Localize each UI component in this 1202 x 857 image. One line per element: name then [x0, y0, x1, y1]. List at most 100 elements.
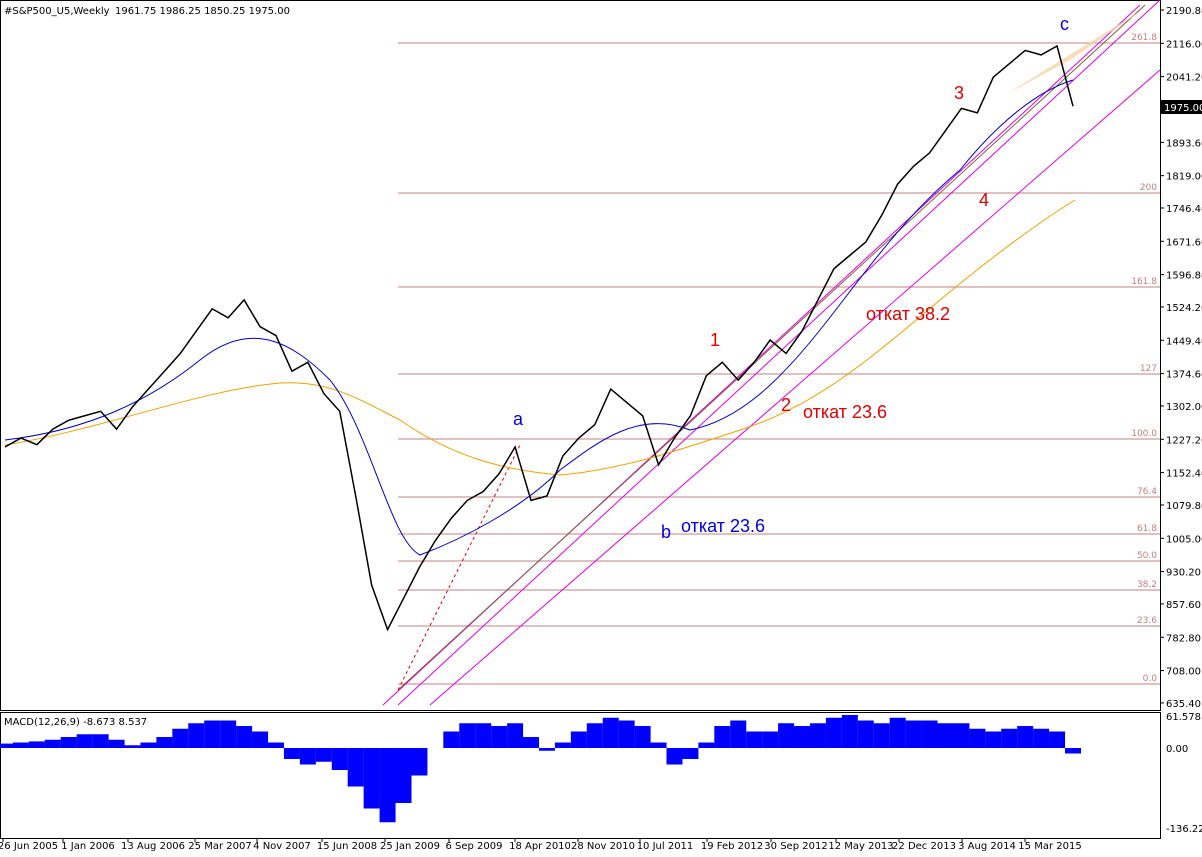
macd-bar — [267, 742, 284, 748]
macd-bar — [586, 723, 603, 748]
fib-label: 100.0 — [1131, 429, 1157, 439]
macd-axis-label: 0.00 — [1166, 744, 1188, 755]
macd-bar — [1001, 728, 1018, 748]
fib-lines — [398, 42, 1160, 685]
fib-label: 161.8 — [1131, 277, 1157, 287]
fib-label: 127 — [1140, 364, 1157, 374]
macd-bar — [188, 723, 205, 748]
macd-bar — [634, 726, 651, 748]
macd-bar — [156, 737, 173, 748]
macd-bar — [618, 720, 635, 748]
price-label: 1302.00 — [1166, 402, 1202, 413]
channel — [429, 69, 1161, 706]
macd-bar — [475, 723, 492, 748]
date-label: 13 Aug 2006 — [121, 841, 185, 852]
date-label: 19 Feb 2012 — [701, 841, 763, 852]
macd-bar — [666, 748, 683, 765]
macd-bar — [315, 748, 332, 762]
macd-bar — [459, 723, 476, 748]
macd-bar — [299, 748, 316, 765]
macd-bar — [395, 748, 412, 803]
label-b: b — [661, 522, 671, 542]
macd-bar — [794, 726, 811, 748]
price-label: 1005.00 — [1166, 534, 1202, 545]
price-panel — [0, 0, 1161, 711]
macd-bar — [969, 728, 986, 748]
macd-bar — [538, 748, 555, 751]
macd-bar — [602, 717, 619, 748]
date-label: 26 Jun 2005 — [0, 841, 58, 852]
macd-bar — [124, 745, 141, 748]
macd-bar — [730, 720, 747, 748]
price-label: 708.00 — [1166, 667, 1201, 678]
fib-label: 261.8 — [1131, 33, 1157, 43]
price-label: 1079.80 — [1166, 501, 1202, 512]
macd-bar — [331, 748, 348, 770]
price-label: 782.80 — [1166, 633, 1201, 644]
macd-bar — [507, 723, 524, 748]
macd-bar — [204, 720, 221, 748]
macd-bar — [714, 726, 731, 748]
macd-bar — [236, 726, 253, 748]
price-label: 2190.80 — [1166, 6, 1202, 17]
macd-bar — [1033, 728, 1050, 748]
macd-axis-label: 61.578 — [1166, 712, 1201, 723]
macd-bar — [650, 742, 667, 748]
macd-bar — [92, 734, 109, 748]
date-label: 10 Jul 2011 — [637, 841, 694, 852]
fib-label: 23.6 — [1137, 616, 1157, 626]
current-price-box — [1161, 100, 1202, 114]
date-label: 30 Sep 2012 — [764, 841, 827, 852]
macd-bar — [841, 715, 858, 748]
price-label: 1746.40 — [1166, 204, 1202, 215]
macd-bar — [570, 731, 587, 748]
macd-bar — [140, 742, 157, 748]
label-a: a — [513, 409, 524, 429]
macd-bar — [12, 742, 29, 748]
macd-bar — [873, 723, 890, 748]
wave-4: 4 — [979, 190, 989, 210]
price-label: 930.20 — [1166, 568, 1201, 579]
price-label: 1227.20 — [1166, 435, 1202, 446]
price-label: 1893.60 — [1166, 138, 1202, 149]
date-label: 3 Aug 2014 — [958, 841, 1016, 852]
macd-bar — [698, 742, 715, 748]
price-label: 2041.20 — [1166, 73, 1202, 84]
date-label: 15 Mar 2015 — [1018, 841, 1081, 852]
price-label: 1524.20 — [1166, 303, 1202, 314]
macd-bar — [825, 717, 842, 748]
macd-bar — [778, 723, 795, 748]
fib-label: 200 — [1140, 183, 1157, 193]
macd-bar — [411, 748, 428, 776]
header-ohlc: 1961.75 1986.25 1850.25 1975.00 — [115, 6, 290, 17]
current-price: 1975.00 — [1164, 103, 1202, 114]
macd-bar — [76, 734, 93, 748]
fib-label: 76.4 — [1137, 487, 1157, 497]
macd-bar — [682, 748, 699, 759]
macd-bar — [347, 748, 364, 787]
macd-bar — [523, 737, 540, 748]
wave-2: 2 — [781, 395, 791, 415]
fib-label: 50.0 — [1137, 551, 1157, 561]
wave-3: 3 — [954, 83, 964, 103]
macd-bar — [554, 742, 571, 748]
date-label: 1 Jan 2006 — [61, 841, 115, 852]
macd-bar — [746, 731, 763, 748]
macd-bar — [985, 731, 1002, 748]
retracement: откат 38.2 — [866, 304, 950, 324]
macd-bar — [1049, 731, 1066, 748]
price-label: 635.40 — [1166, 699, 1201, 710]
wave-1: 1 — [710, 330, 720, 350]
price-label: 1596.80 — [1166, 271, 1202, 282]
ma-slow — [4, 199, 1076, 476]
macd-bar — [762, 731, 779, 748]
target-zone — [1005, 5, 1150, 95]
price-label: 1152.40 — [1166, 469, 1202, 480]
price-label: 1449.40 — [1166, 336, 1202, 347]
fib-label: 61.8 — [1137, 524, 1157, 534]
date-label: 25 Jan 2009 — [380, 841, 440, 852]
price-label: 1819.00 — [1166, 172, 1202, 183]
macd-bar — [857, 720, 874, 748]
date-label: 12 May 2013 — [828, 841, 893, 852]
